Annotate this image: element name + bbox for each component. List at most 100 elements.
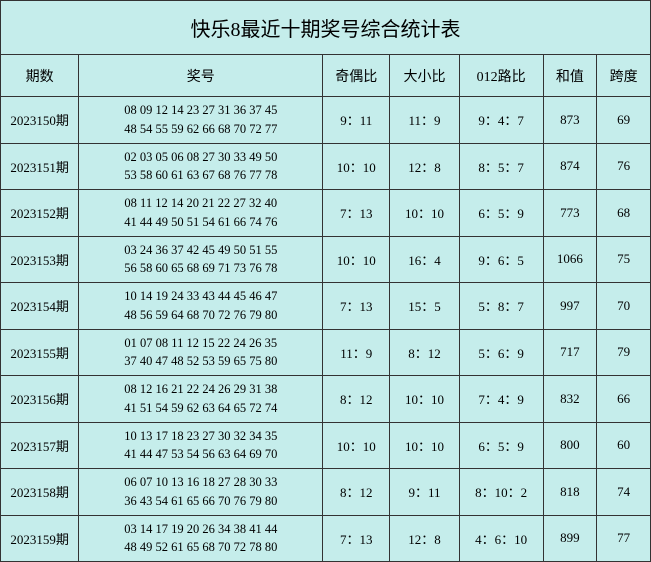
table-row: 2023151期02 03 05 06 08 27 30 33 49 5053 … xyxy=(1,143,651,190)
table-row: 2023154期10 14 19 24 33 43 44 45 46 4748 … xyxy=(1,283,651,330)
cell-sum: 832 xyxy=(543,376,597,423)
cell-span: 79 xyxy=(597,329,651,376)
numbers-line-1: 02 03 05 06 08 27 30 33 49 50 xyxy=(85,148,316,167)
numbers-line-1: 01 07 08 11 12 15 22 24 26 35 xyxy=(85,334,316,353)
numbers-line-2: 41 51 54 59 62 63 64 65 72 74 xyxy=(85,399,316,418)
cell-sum: 873 xyxy=(543,97,597,144)
numbers-line-2: 48 49 52 61 65 68 70 72 78 80 xyxy=(85,538,316,557)
cell-period: 2023152期 xyxy=(1,190,79,237)
numbers-line-2: 48 54 55 59 62 66 68 70 72 77 xyxy=(85,120,316,139)
numbers-line-1: 08 11 12 14 20 21 22 27 32 40 xyxy=(85,194,316,213)
cell-odd-even: 7：13 xyxy=(323,515,390,562)
cell-012: 7：4：9 xyxy=(459,376,543,423)
cell-odd-even: 10：10 xyxy=(323,422,390,469)
cell-big-small: 8：12 xyxy=(390,329,459,376)
table-row: 2023155期01 07 08 11 12 15 22 24 26 3537 … xyxy=(1,329,651,376)
numbers-line-2: 36 43 54 61 65 66 70 76 79 80 xyxy=(85,492,316,511)
cell-012: 9：4：7 xyxy=(459,97,543,144)
numbers-line-1: 03 14 17 19 20 26 34 38 41 44 xyxy=(85,520,316,539)
cell-period: 2023155期 xyxy=(1,329,79,376)
cell-span: 75 xyxy=(597,236,651,283)
cell-012: 5：8：7 xyxy=(459,283,543,330)
cell-numbers: 02 03 05 06 08 27 30 33 49 5053 58 60 61… xyxy=(79,143,323,190)
table-row: 2023152期 08 11 12 14 20 21 22 27 32 4041 … xyxy=(1,190,651,237)
cell-sum: 997 xyxy=(543,283,597,330)
table-row: 2023159期03 14 17 19 20 26 34 38 41 4448 … xyxy=(1,515,651,562)
stats-table: 期数 奖号 奇偶比 大小比 012路比 和值 跨度 2023150期08 09 … xyxy=(0,54,651,562)
table-row: 2023153期03 24 36 37 42 45 49 50 51 5556 … xyxy=(1,236,651,283)
cell-012: 8：10：2 xyxy=(459,469,543,516)
cell-span: 74 xyxy=(597,469,651,516)
cell-numbers: 08 09 12 14 23 27 31 36 37 4548 54 55 59… xyxy=(79,97,323,144)
cell-odd-even: 8：12 xyxy=(323,469,390,516)
numbers-line-2: 41 44 47 53 54 56 63 64 69 70 xyxy=(85,445,316,464)
cell-012: 5：6：9 xyxy=(459,329,543,376)
cell-big-small: 12：8 xyxy=(390,515,459,562)
numbers-line-1: 08 12 16 21 22 24 26 29 31 38 xyxy=(85,380,316,399)
header-row: 期数 奖号 奇偶比 大小比 012路比 和值 跨度 xyxy=(1,55,651,97)
cell-012: 4：6：10 xyxy=(459,515,543,562)
header-big-small: 大小比 xyxy=(390,55,459,97)
cell-big-small: 9：11 xyxy=(390,469,459,516)
cell-numbers: 06 07 10 13 16 18 27 28 30 3336 43 54 61… xyxy=(79,469,323,516)
cell-span: 69 xyxy=(597,97,651,144)
header-span: 跨度 xyxy=(597,55,651,97)
cell-span: 60 xyxy=(597,422,651,469)
cell-numbers: 08 12 16 21 22 24 26 29 31 3841 51 54 59… xyxy=(79,376,323,423)
cell-numbers: 10 13 17 18 23 27 30 32 34 3541 44 47 53… xyxy=(79,422,323,469)
cell-big-small: 11：9 xyxy=(390,97,459,144)
header-sum: 和值 xyxy=(543,55,597,97)
cell-span: 68 xyxy=(597,190,651,237)
cell-period: 2023154期 xyxy=(1,283,79,330)
cell-big-small: 10：10 xyxy=(390,190,459,237)
cell-big-small: 15：5 xyxy=(390,283,459,330)
cell-numbers: 03 14 17 19 20 26 34 38 41 4448 49 52 61… xyxy=(79,515,323,562)
header-period: 期数 xyxy=(1,55,79,97)
numbers-line-1: 06 07 10 13 16 18 27 28 30 33 xyxy=(85,473,316,492)
table-row: 2023157期10 13 17 18 23 27 30 32 34 3541 … xyxy=(1,422,651,469)
header-numbers: 奖号 xyxy=(79,55,323,97)
cell-odd-even: 10：10 xyxy=(323,143,390,190)
cell-span: 66 xyxy=(597,376,651,423)
cell-012: 9：6：5 xyxy=(459,236,543,283)
cell-odd-even: 7：13 xyxy=(323,190,390,237)
cell-numbers: 01 07 08 11 12 15 22 24 26 3537 40 47 48… xyxy=(79,329,323,376)
numbers-line-1: 10 14 19 24 33 43 44 45 46 47 xyxy=(85,287,316,306)
cell-period: 2023158期 xyxy=(1,469,79,516)
cell-period: 2023151期 xyxy=(1,143,79,190)
cell-numbers: 03 24 36 37 42 45 49 50 51 5556 58 60 65… xyxy=(79,236,323,283)
numbers-line-2: 37 40 47 48 52 53 59 65 75 80 xyxy=(85,352,316,371)
cell-big-small: 12：8 xyxy=(390,143,459,190)
numbers-line-2: 48 56 59 64 68 70 72 76 79 80 xyxy=(85,306,316,325)
cell-sum: 818 xyxy=(543,469,597,516)
cell-sum: 874 xyxy=(543,143,597,190)
cell-odd-even: 9：11 xyxy=(323,97,390,144)
cell-span: 77 xyxy=(597,515,651,562)
numbers-line-2: 56 58 60 65 68 69 71 73 76 78 xyxy=(85,259,316,278)
cell-odd-even: 11：9 xyxy=(323,329,390,376)
numbers-line-1: 10 13 17 18 23 27 30 32 34 35 xyxy=(85,427,316,446)
cell-odd-even: 10：10 xyxy=(323,236,390,283)
cell-sum: 800 xyxy=(543,422,597,469)
cell-period: 2023157期 xyxy=(1,422,79,469)
cell-odd-even: 8：12 xyxy=(323,376,390,423)
table-row: 2023150期08 09 12 14 23 27 31 36 37 4548 … xyxy=(1,97,651,144)
cell-big-small: 16：4 xyxy=(390,236,459,283)
cell-numbers: 10 14 19 24 33 43 44 45 46 4748 56 59 64… xyxy=(79,283,323,330)
table-title: 快乐8最近十期奖号综合统计表 xyxy=(0,0,651,54)
header-012: 012路比 xyxy=(459,55,543,97)
stats-table-container: 快乐8最近十期奖号综合统计表 期数 奖号 奇偶比 大小比 012路比 和值 跨度… xyxy=(0,0,651,535)
header-odd-even: 奇偶比 xyxy=(323,55,390,97)
cell-period: 2023156期 xyxy=(1,376,79,423)
numbers-line-2: 41 44 49 50 51 54 61 66 74 76 xyxy=(85,213,316,232)
cell-big-small: 10：10 xyxy=(390,422,459,469)
cell-period: 2023150期 xyxy=(1,97,79,144)
cell-odd-even: 7：13 xyxy=(323,283,390,330)
numbers-line-1: 03 24 36 37 42 45 49 50 51 55 xyxy=(85,241,316,260)
cell-sum: 1066 xyxy=(543,236,597,283)
table-row: 2023158期06 07 10 13 16 18 27 28 30 3336 … xyxy=(1,469,651,516)
cell-012: 8：5：7 xyxy=(459,143,543,190)
cell-012: 6：5：9 xyxy=(459,190,543,237)
numbers-line-1: 08 09 12 14 23 27 31 36 37 45 xyxy=(85,101,316,120)
cell-012: 6：5：9 xyxy=(459,422,543,469)
